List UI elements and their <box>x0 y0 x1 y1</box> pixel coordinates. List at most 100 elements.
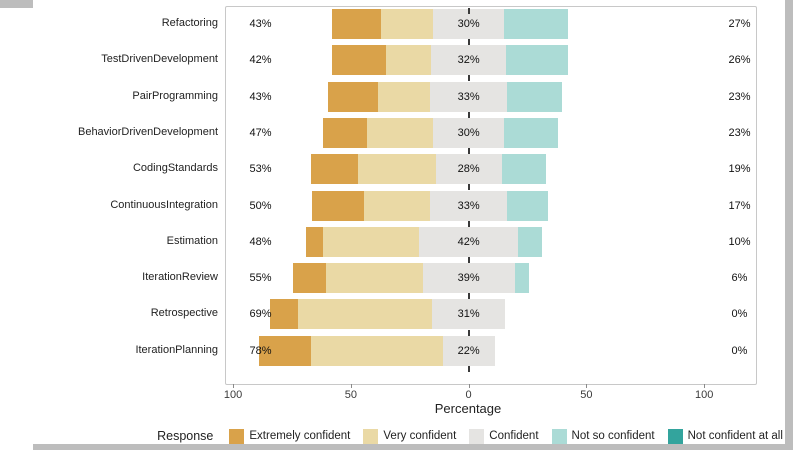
bar-segment-confident <box>433 117 504 148</box>
zero-reference-tick <box>467 256 470 263</box>
bar-segment-extremely-confident <box>332 45 387 76</box>
middle-percent-label: 31% <box>457 308 480 321</box>
legend-swatch <box>229 428 245 444</box>
legend-item: Not confident at all <box>667 428 783 444</box>
legend-item: Very confident <box>363 428 457 444</box>
bar-segment-not-so-confident <box>514 263 529 294</box>
bar-segment-not-so-confident <box>506 45 568 76</box>
legend-item: Not so confident <box>551 428 655 444</box>
legend-item-label: Very confident <box>383 430 457 442</box>
bar-row: 43% 33% 23% <box>226 81 756 112</box>
right-percent-label: 26% <box>728 54 751 67</box>
zero-reference-tick <box>467 111 470 118</box>
bar-segment-very-confident <box>310 335 443 366</box>
category-label: BehaviorDrivenDevelopment <box>77 125 218 138</box>
bar-segment-extremely-confident <box>310 154 358 185</box>
bar-segment-not-so-confident <box>518 226 542 257</box>
legend-swatch <box>551 428 567 444</box>
right-percent-label: 23% <box>728 90 751 103</box>
middle-percent-label: 33% <box>457 199 480 212</box>
middle-percent-label: 39% <box>457 272 480 285</box>
right-percent-label: 27% <box>728 18 751 30</box>
legend-item-label: Extremely confident <box>249 430 351 442</box>
zero-reference-tick <box>467 148 470 154</box>
bar-row: 47% 30% 23% <box>226 117 756 148</box>
category-label: TestDrivenDevelopment <box>101 53 218 66</box>
category-labels: Refactoring TestDrivenDevelopment PairProg… <box>10 8 218 380</box>
bar-segment-very-confident <box>357 154 436 185</box>
legend-item: Extremely confident <box>229 428 351 444</box>
left-percent-label: 47% <box>249 126 272 139</box>
bar-segment-very-confident <box>322 226 420 257</box>
bar-segment-extremely-confident <box>332 9 382 39</box>
window-shadow-bottom <box>33 444 793 450</box>
left-percent-label: 50% <box>249 199 272 212</box>
category-label: IterationReview <box>142 271 218 284</box>
x-axis-title: Percentage <box>434 401 502 416</box>
bar-row: 48% 42% 10% <box>226 226 756 257</box>
zero-reference-tick <box>467 329 470 336</box>
middle-percent-label: 28% <box>457 163 480 176</box>
bar-segment-not-so-confident <box>503 117 559 148</box>
category-label: ContinuousIntegration <box>110 198 218 211</box>
zero-reference-tick <box>467 220 470 227</box>
left-percent-label: 43% <box>249 90 272 103</box>
bar-row: 42% 32% 26% <box>226 45 756 76</box>
legend-swatch <box>363 428 379 444</box>
bar-segment-very-confident <box>363 190 430 221</box>
bar-segment-confident <box>422 263 515 294</box>
bar-segment-confident <box>442 335 495 366</box>
middle-percent-label: 42% <box>457 235 480 248</box>
zero-reference-tick <box>467 75 470 82</box>
category-label: Estimation <box>166 234 218 247</box>
middle-percent-label: 22% <box>457 344 480 357</box>
legend-item-label: Confident <box>489 430 539 442</box>
middle-percent-label: 30% <box>457 18 480 30</box>
bar-segment-extremely-confident <box>322 117 368 148</box>
bar-segment-not-so-confident <box>507 190 548 221</box>
bar-segment-extremely-confident <box>311 190 364 221</box>
zero-reference-tick <box>467 184 470 191</box>
bar-row: 53% 28% 19% <box>226 154 756 185</box>
left-percent-label: 42% <box>249 54 272 67</box>
axis-tick <box>586 384 588 388</box>
category-label: PairProgramming <box>132 89 218 102</box>
bar-segment-extremely-confident <box>293 263 327 294</box>
axis-tick <box>704 384 706 388</box>
bar-segment-extremely-confident <box>269 299 298 330</box>
bar-segment-not-so-confident <box>503 9 568 39</box>
bar-row: 50% 33% 17% <box>226 190 756 221</box>
bar-segment-very-confident <box>297 299 433 330</box>
left-percent-label: 53% <box>249 163 272 176</box>
right-percent-label: 19% <box>728 163 751 176</box>
bar-segment-extremely-confident <box>328 81 378 112</box>
right-percent-label: 6% <box>731 272 748 285</box>
category-label: Retrospective <box>150 307 218 320</box>
legend-item-label: Not confident at all <box>687 430 783 442</box>
zero-reference-tick <box>467 293 470 300</box>
legend: Response Extremely confident Very confide… <box>140 426 800 446</box>
bar-segment-not-so-confident <box>507 81 562 112</box>
category-label: Refactoring <box>161 17 218 29</box>
bar-segment-very-confident <box>386 45 431 76</box>
right-percent-label: 23% <box>728 126 751 139</box>
category-label: IterationPlanning <box>135 343 218 356</box>
bar-segment-extremely-confident <box>258 335 311 366</box>
axis-tick-label: 100 <box>223 389 243 401</box>
axis-tick-label: 50 <box>580 389 593 401</box>
left-percent-label: 69% <box>249 308 272 321</box>
right-percent-label: 0% <box>731 308 748 321</box>
left-percent-label: 48% <box>249 235 272 248</box>
bar-row: 55% 39% 6% <box>226 263 756 294</box>
axis-tick-label: 100 <box>694 389 714 401</box>
bar-segment-very-confident <box>377 81 430 112</box>
window-shadow-topleft <box>0 0 33 8</box>
left-percent-label: 55% <box>249 272 272 285</box>
bar-segment-very-confident <box>326 263 423 294</box>
bar-row: 69% 31% 0% <box>226 299 756 330</box>
right-percent-label: 0% <box>731 344 748 357</box>
zero-reference-tick <box>467 39 470 46</box>
legend-swatch <box>469 428 485 444</box>
right-percent-label: 10% <box>728 235 751 248</box>
